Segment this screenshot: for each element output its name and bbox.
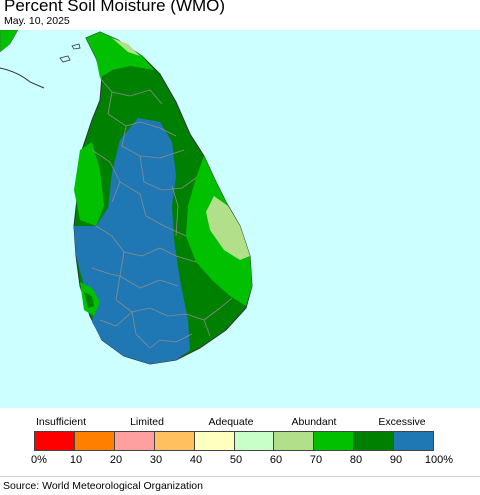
- legend-tick: 90: [389, 454, 403, 466]
- island: [59, 55, 71, 63]
- north-tip-highlight: [112, 38, 140, 56]
- map-date: May. 10, 2025: [4, 15, 70, 27]
- map-panel: [0, 30, 480, 408]
- legend-tick: 0%: [31, 454, 47, 466]
- legend-group-excessive: Excessive: [378, 416, 426, 428]
- india-coast-region: [0, 30, 19, 53]
- legend-tick: 40: [189, 454, 203, 466]
- legend-swatch: [354, 432, 395, 450]
- legend-tick: 30: [149, 454, 163, 466]
- legend-tick: 70: [309, 454, 323, 466]
- legend-swatch: [114, 432, 155, 450]
- source-credit: Source: World Meteorological Organizatio…: [3, 480, 203, 492]
- southwest-patch-inner: [84, 292, 94, 308]
- legend-tick: 80: [349, 454, 363, 466]
- legend-swatch: [194, 432, 235, 450]
- batticaloa-region: [206, 196, 250, 260]
- source-bar: Source: World Meteorological Organizatio…: [0, 476, 480, 495]
- legend-color-bar: [34, 431, 434, 451]
- legend-tick: 50: [229, 454, 243, 466]
- legend-group-adequate: Adequate: [208, 416, 254, 428]
- legend-swatch: [394, 432, 434, 450]
- jaffna-peninsula-region: [86, 32, 154, 78]
- legend-swatch: [274, 432, 315, 450]
- legend-tick: 20: [109, 454, 123, 466]
- india-coastline: [0, 67, 45, 89]
- legend-tick: 100%: [424, 454, 454, 466]
- legend-swatch: [314, 432, 355, 450]
- island: [71, 43, 81, 50]
- legend-swatch: [74, 432, 115, 450]
- district-boundaries: [91, 77, 233, 349]
- legend-swatch: [234, 432, 275, 450]
- page-title: Percent Soil Moisture (WMO): [4, 0, 226, 15]
- legend-group-abundant: Abundant: [291, 416, 337, 428]
- legend-swatch: [154, 432, 195, 450]
- legend-group-limited: Limited: [130, 416, 164, 428]
- legend-tick: 60: [269, 454, 283, 466]
- legend-group-insufficient: Insufficient: [35, 416, 87, 428]
- central-highlands-region: [74, 118, 190, 364]
- west-coast-region: [74, 142, 104, 226]
- legend-swatch: [35, 432, 75, 450]
- legend-tick: 10: [69, 454, 83, 466]
- legend-panel: Insufficient Limited Adequate Abundant E…: [0, 408, 480, 470]
- soil-moisture-map: [0, 30, 253, 365]
